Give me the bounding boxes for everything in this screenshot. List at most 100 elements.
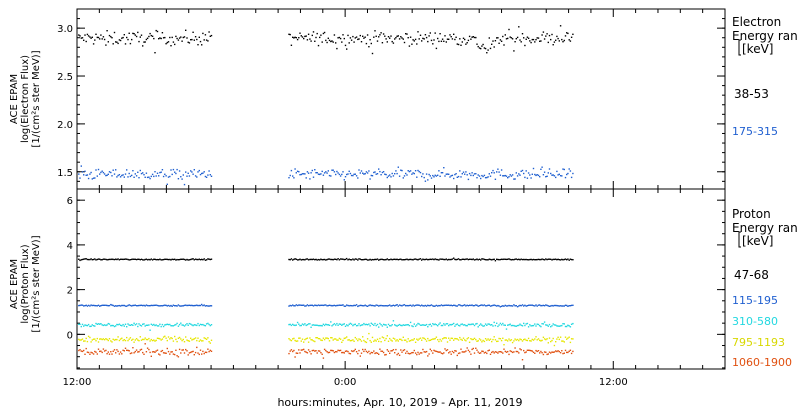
proton-point-47-68 — [321, 259, 323, 261]
electron-point-175-315 — [430, 177, 433, 179]
proton-point-1060-1900 — [455, 350, 457, 352]
electron-point-38-53 — [135, 35, 138, 38]
electron-point-175-315 — [327, 170, 329, 172]
proton-point-115-195 — [428, 305, 430, 307]
electron-point-38-53 — [166, 41, 168, 44]
proton-point-795-1193 — [466, 338, 468, 340]
proton-point-47-68 — [123, 258, 125, 260]
proton-point-795-1193 — [428, 339, 430, 342]
proton-point-795-1193 — [126, 336, 128, 339]
proton-point-795-1193 — [529, 340, 531, 342]
electron-point-38-53 — [158, 38, 160, 40]
proton-point-115-195 — [192, 305, 194, 307]
proton-point-310-580 — [111, 324, 113, 327]
proton-point-115-195 — [209, 305, 211, 307]
proton-y-tick-label: 2 — [67, 286, 73, 297]
proton-point-115-195 — [429, 304, 431, 307]
proton-point-795-1193 — [373, 340, 375, 342]
proton-point-1060-1900 — [190, 351, 192, 354]
proton-point-47-68 — [548, 258, 551, 260]
proton-point-47-68 — [459, 259, 461, 261]
proton-point-47-68 — [564, 258, 567, 260]
proton-point-115-195 — [137, 305, 139, 307]
proton-point-795-1193 — [290, 339, 293, 342]
proton-point-115-195 — [178, 305, 181, 307]
electron-point-175-315 — [145, 172, 148, 174]
proton-point-47-68 — [205, 259, 208, 261]
proton-point-310-580 — [103, 324, 106, 326]
electron-point-38-53 — [210, 34, 213, 37]
proton-point-310-580 — [196, 324, 198, 327]
proton-point-795-1193 — [339, 338, 342, 340]
proton-point-115-195 — [541, 304, 543, 307]
electron-point-38-53 — [409, 36, 412, 38]
electron-point-175-315 — [311, 169, 313, 172]
electron-point-38-53 — [310, 40, 312, 42]
electron-point-175-315 — [487, 176, 489, 178]
proton-point-115-195 — [196, 304, 198, 306]
proton-point-795-1193 — [498, 337, 500, 340]
electron-point-38-53 — [439, 33, 441, 35]
electron-point-38-53 — [491, 43, 493, 45]
proton-point-795-1193 — [548, 337, 551, 339]
proton-point-1060-1900 — [140, 348, 143, 351]
proton-point-115-195 — [526, 305, 529, 307]
proton-point-115-195 — [446, 304, 449, 306]
proton-point-795-1193 — [175, 338, 177, 341]
proton-point-115-195 — [411, 305, 413, 307]
proton-point-310-580 — [427, 326, 429, 328]
proton-point-310-580 — [553, 324, 556, 326]
proton-point-115-195 — [309, 304, 311, 307]
proton-point-310-580 — [369, 325, 371, 327]
proton-point-1060-1900 — [493, 352, 495, 354]
proton-point-795-1193 — [97, 341, 100, 343]
proton-point-47-68 — [382, 259, 385, 261]
proton-point-47-68 — [176, 258, 178, 261]
electron-point-175-315 — [566, 173, 568, 176]
proton-point-1060-1900 — [434, 350, 436, 352]
proton-point-795-1193 — [321, 339, 323, 342]
proton-point-1060-1900 — [194, 351, 197, 354]
proton-point-47-68 — [148, 258, 150, 261]
proton-point-1060-1900 — [180, 352, 182, 354]
proton-point-47-68 — [151, 259, 154, 261]
proton-point-310-580 — [408, 324, 411, 327]
electron-point-175-315 — [90, 171, 92, 174]
proton-point-1060-1900 — [536, 350, 538, 353]
proton-point-47-68 — [107, 258, 109, 261]
proton-point-115-195 — [572, 304, 574, 306]
proton-point-1060-1900 — [336, 351, 338, 353]
proton-point-310-580 — [319, 324, 321, 327]
proton-point-795-1193 — [129, 337, 132, 339]
proton-point-1060-1900 — [123, 350, 125, 352]
proton-point-1060-1900 — [320, 352, 322, 354]
proton-point-310-580 — [476, 322, 478, 325]
proton-point-795-1193 — [137, 339, 139, 341]
proton-point-47-68 — [369, 258, 371, 261]
proton-legend-series-2: 115-195 — [732, 294, 778, 307]
proton-point-47-68 — [502, 258, 504, 261]
proton-point-310-580 — [320, 324, 322, 327]
proton-point-115-195 — [440, 304, 443, 306]
electron-point-38-53 — [162, 37, 165, 39]
electron-point-38-53 — [298, 37, 300, 39]
proton-point-310-580 — [290, 324, 293, 327]
proton-point-795-1193 — [309, 337, 311, 339]
electron-point-175-315 — [331, 169, 333, 171]
proton-point-310-580 — [526, 322, 529, 325]
proton-point-310-580 — [117, 324, 119, 326]
electron-point-38-53 — [106, 30, 108, 32]
electron-point-175-315 — [400, 169, 402, 171]
electron-point-38-53 — [477, 45, 479, 48]
proton-point-795-1193 — [132, 338, 134, 340]
electron-point-38-53 — [160, 37, 162, 40]
proton-point-47-68 — [373, 259, 375, 261]
proton-point-1060-1900 — [545, 351, 547, 353]
proton-point-795-1193 — [209, 342, 211, 344]
electron-point-175-315 — [407, 170, 409, 172]
proton-point-47-68 — [355, 258, 358, 260]
proton-point-795-1193 — [395, 340, 397, 342]
proton-point-115-195 — [381, 305, 384, 307]
electron-point-38-53 — [478, 47, 481, 49]
proton-point-310-580 — [187, 324, 189, 326]
